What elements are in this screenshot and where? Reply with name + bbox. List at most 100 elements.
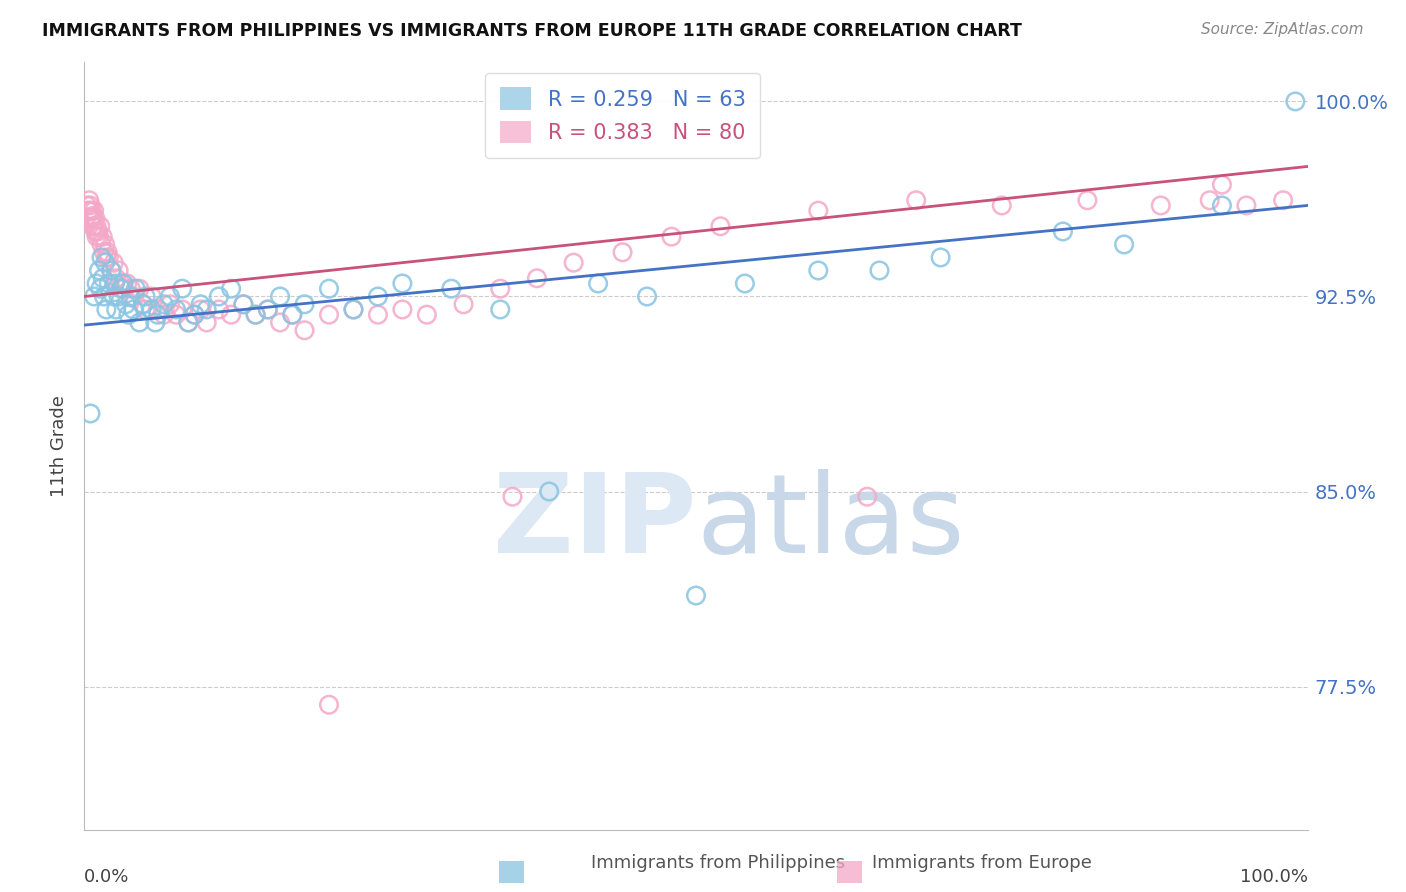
Point [128, 316, 150, 330]
Point [538, 484, 561, 499]
Point [112, 277, 135, 291]
Legend: R = 0.259   N = 63, R = 0.383   N = 80: R = 0.259 N = 63, R = 0.383 N = 80 [485, 73, 761, 158]
Point [367, 289, 389, 303]
Point [1198, 194, 1220, 208]
Point [122, 289, 145, 303]
Point [856, 490, 879, 504]
Point [153, 297, 176, 311]
Point [391, 302, 413, 317]
Point [219, 282, 242, 296]
Point [77, 194, 100, 208]
Point [1272, 194, 1295, 208]
Point [905, 194, 928, 208]
Point [190, 302, 212, 317]
Point [84, 224, 107, 238]
Point [86, 229, 108, 244]
Point [93, 245, 115, 260]
Point [100, 263, 122, 277]
Point [294, 297, 316, 311]
Point [709, 219, 731, 234]
Point [245, 308, 267, 322]
Text: atlas: atlas [696, 469, 965, 576]
Point [1236, 198, 1258, 212]
Point [76, 198, 98, 212]
Point [112, 282, 135, 296]
Point [84, 211, 107, 226]
Point [105, 302, 128, 317]
Point [502, 490, 524, 504]
Point [1114, 237, 1136, 252]
Point [318, 282, 340, 296]
Point [183, 308, 205, 322]
Point [1284, 95, 1306, 109]
Point [661, 229, 683, 244]
Point [586, 277, 609, 291]
Point [80, 211, 103, 226]
Point [103, 289, 125, 303]
Point [87, 224, 110, 238]
Point [107, 263, 129, 277]
Point [489, 302, 512, 317]
Point [807, 263, 830, 277]
Point [172, 282, 194, 296]
Point [257, 302, 280, 317]
Point [489, 282, 512, 296]
Point [257, 302, 280, 317]
Point [281, 308, 304, 322]
Point [94, 255, 117, 269]
Point [79, 407, 101, 421]
Point [143, 316, 166, 330]
Point [80, 203, 103, 218]
Point [110, 282, 132, 296]
Point [128, 282, 150, 296]
Point [89, 282, 111, 296]
Point [1052, 224, 1074, 238]
Point [318, 308, 340, 322]
Point [90, 251, 112, 265]
Point [208, 302, 231, 317]
Point [269, 316, 291, 330]
Point [93, 289, 115, 303]
Point [281, 308, 304, 322]
Point [146, 308, 169, 322]
Point [440, 282, 463, 296]
Point [1211, 198, 1233, 212]
Point [342, 302, 364, 317]
Point [105, 271, 128, 285]
Point [1150, 198, 1173, 212]
Point [115, 277, 138, 291]
Point [79, 211, 101, 226]
Point [269, 289, 291, 303]
Point [165, 308, 187, 322]
Point [342, 302, 364, 317]
Point [208, 289, 231, 303]
Point [453, 297, 475, 311]
Point [77, 203, 100, 218]
Text: Source: ZipAtlas.com: Source: ZipAtlas.com [1201, 22, 1364, 37]
Point [190, 297, 212, 311]
Point [141, 289, 163, 303]
Text: ZIP: ZIP [492, 469, 696, 576]
Point [245, 308, 267, 322]
Point [122, 302, 145, 317]
Point [195, 316, 218, 330]
Point [153, 308, 176, 322]
Text: Immigrants from Europe: Immigrants from Europe [872, 855, 1091, 872]
Point [91, 271, 114, 285]
Point [120, 282, 142, 296]
Point [195, 302, 218, 317]
Point [734, 277, 756, 291]
Point [82, 209, 104, 223]
Point [232, 297, 254, 311]
Point [636, 289, 658, 303]
Point [526, 271, 548, 285]
Point [96, 251, 118, 265]
Point [104, 277, 127, 291]
Text: IMMIGRANTS FROM PHILIPPINES VS IMMIGRANTS FROM EUROPE 11TH GRADE CORRELATION CHA: IMMIGRANTS FROM PHILIPPINES VS IMMIGRANT… [42, 22, 1022, 40]
Point [87, 229, 110, 244]
Point [100, 263, 122, 277]
Y-axis label: 11th Grade: 11th Grade [51, 395, 69, 497]
Point [86, 277, 108, 291]
Point [97, 245, 120, 260]
Point [82, 219, 104, 234]
